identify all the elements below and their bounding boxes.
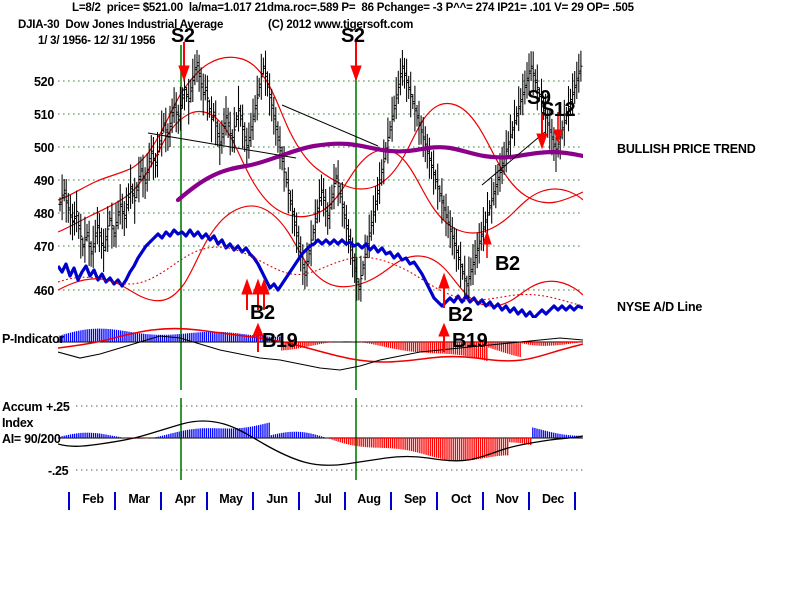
signal-label-b19-first: B19	[262, 330, 298, 352]
signal-label-b2-second: B2	[448, 304, 473, 326]
header-symbol-line: DJIA-30 Dow Jones Industrial Average	[18, 19, 224, 31]
x-axis-label-oct: Oct	[451, 492, 471, 506]
p-indicator-black-line	[58, 335, 583, 371]
x-axis-label-mar: Mar	[128, 492, 150, 506]
signal-label-s12: S12	[541, 99, 576, 121]
y-axis-label-490: 490	[34, 174, 54, 188]
ad-line-label: NYSE A/D Line	[617, 300, 703, 314]
y-axis-label-510: 510	[34, 108, 54, 122]
buy-arrow-price-d	[438, 272, 450, 308]
bullish-trend-label: BULLISH PRICE TREND	[617, 142, 756, 156]
header-stats-line: L=8/2 price= $521.00 la/ma=1.017 21dma.r…	[72, 2, 634, 14]
header-date-range: 1/ 3/ 1956- 12/ 31/ 1956	[38, 35, 156, 47]
sell-arrow-s2-a	[178, 42, 190, 82]
index-label: Index	[2, 416, 34, 430]
price-ohlc-bars	[58, 50, 583, 302]
accum-scale-plus: +.25	[46, 400, 70, 414]
x-axis-label-jun: Jun	[266, 492, 288, 506]
upper-band-line	[58, 56, 583, 204]
p-indicator-label: P-Indicator	[2, 332, 64, 346]
buy-arrow-price-c	[258, 278, 270, 310]
buy-arrow-b19-a	[252, 322, 264, 352]
p-indicator-histogram	[59, 328, 582, 361]
signal-label-b2-upper: B2	[495, 253, 520, 275]
accum-index-smoothing-line	[58, 420, 583, 466]
signal-label-s2-first: S2	[171, 25, 195, 47]
price-trendlines	[147, 104, 546, 186]
signal-label-b19-second: B19	[452, 330, 488, 352]
y-axis-label-460: 460	[34, 284, 54, 298]
x-axis-label-may: May	[219, 492, 243, 506]
month-separators	[68, 492, 576, 510]
y-axis-label-470: 470	[34, 240, 54, 254]
sell-arrow-s2-b	[350, 42, 362, 82]
signal-label-s9: S9	[527, 87, 551, 109]
buy-arrow-price-a	[241, 278, 253, 310]
signal-label-s2-second: S2	[341, 25, 365, 47]
x-axis-label-apr: Apr	[174, 492, 196, 506]
buy-arrow-price-e	[482, 230, 492, 258]
header-copyright: (C) 2012 www.tigersoft.com	[268, 19, 414, 31]
y-axis-label-480: 480	[34, 207, 54, 221]
x-axis-label-sep: Sep	[403, 492, 427, 506]
signal-label-b2-first: B2	[250, 302, 275, 324]
x-axis-label-aug: Aug	[357, 492, 381, 506]
p-indicator-smoothing-line	[58, 327, 583, 363]
lower-band-line	[58, 205, 583, 307]
vertical-signal-lines	[180, 45, 357, 480]
sell-arrow-s12	[553, 112, 563, 144]
moving-average-line	[175, 141, 583, 203]
y-axis-label-500: 500	[34, 141, 54, 155]
x-axis-label-dec: Dec	[541, 492, 565, 506]
sell-arrow-s9	[536, 112, 548, 150]
ai-ratio-label: AI= 90/200	[2, 432, 61, 446]
buy-arrow-b19-b	[438, 322, 450, 352]
accum-label: Accum	[2, 400, 43, 414]
accum-scale-minus: -.25	[48, 464, 69, 478]
ad-line	[58, 228, 583, 318]
accum-index-histogram	[59, 422, 582, 461]
x-axis-label-feb: Feb	[82, 492, 104, 506]
x-axis-label-nov: Nov	[495, 492, 519, 506]
signal-arrows	[178, 42, 563, 352]
x-axis-label-jul: Jul	[314, 492, 332, 506]
y-axis-label-520: 520	[34, 75, 54, 89]
